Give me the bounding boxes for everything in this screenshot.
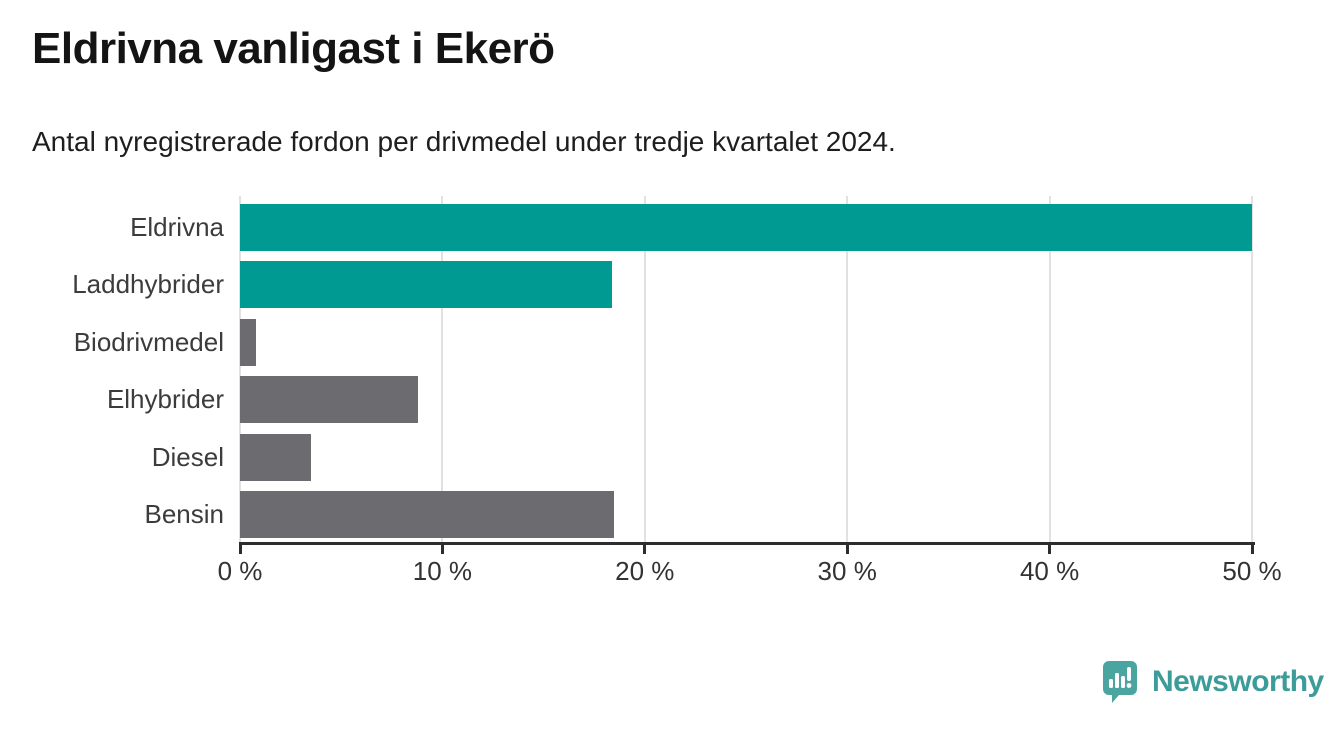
newsworthy-logo-text: Newsworthy (1152, 665, 1324, 698)
x-axis-tick-50 (1250, 545, 1254, 554)
x-axis-tick-20 (643, 545, 647, 554)
gridline-50 (1251, 196, 1253, 544)
chart-subtitle: Antal nyregistrerade fordon per drivmede… (32, 126, 896, 157)
gridline-10 (441, 196, 444, 544)
x-axis-tick-label-20: 20 % (615, 556, 675, 586)
newsworthy-logo-icon (1103, 661, 1137, 703)
x-axis-tick-label-30: 30 % (817, 556, 877, 586)
gridline-0 (239, 196, 241, 544)
plot-area (239, 196, 1253, 544)
gridline-20 (643, 196, 646, 544)
x-axis-line (239, 542, 1255, 545)
bar-eldrivna (240, 204, 1252, 251)
category-label-elhybrider: Elhybrider (106, 384, 224, 415)
x-axis-tick-30 (845, 545, 849, 554)
bar-elhybrider (240, 376, 419, 424)
category-labels: Eldrivna Laddhybrider Biodrivmedel Elhybrid… (0, 196, 224, 544)
x-axis-tick-label-0: 0 % (217, 556, 263, 586)
x-axis-tick-10 (440, 545, 444, 554)
bar-diesel (240, 433, 311, 481)
category-label-biodrivmedel: Biodrivmedel (73, 326, 224, 357)
x-axis-tick-label-40: 40 % (1019, 556, 1080, 586)
x-axis-tick-label-50: 50 % (1222, 556, 1282, 586)
newsworthy-logo: Newsworthy (1102, 660, 1324, 704)
category-label-bensin: Bensin (144, 499, 225, 529)
gridline-40 (1048, 196, 1051, 544)
x-axis-tick-40 (1048, 545, 1052, 554)
x-axis-tick-label-10: 10 % (412, 556, 473, 586)
bar-laddhybrider (240, 261, 613, 309)
gridline-30 (846, 196, 849, 544)
category-label-laddhybrider: Laddhybrider (72, 269, 224, 300)
chart-title: Eldrivna vanligast i Ekerö (32, 24, 555, 73)
x-axis-tick-0 (238, 545, 242, 554)
category-label-diesel: Diesel (151, 441, 224, 472)
bar-biodrivmedel (240, 318, 257, 366)
bar-bensin (240, 491, 615, 538)
category-label-eldrivna: Eldrivna (130, 212, 224, 242)
